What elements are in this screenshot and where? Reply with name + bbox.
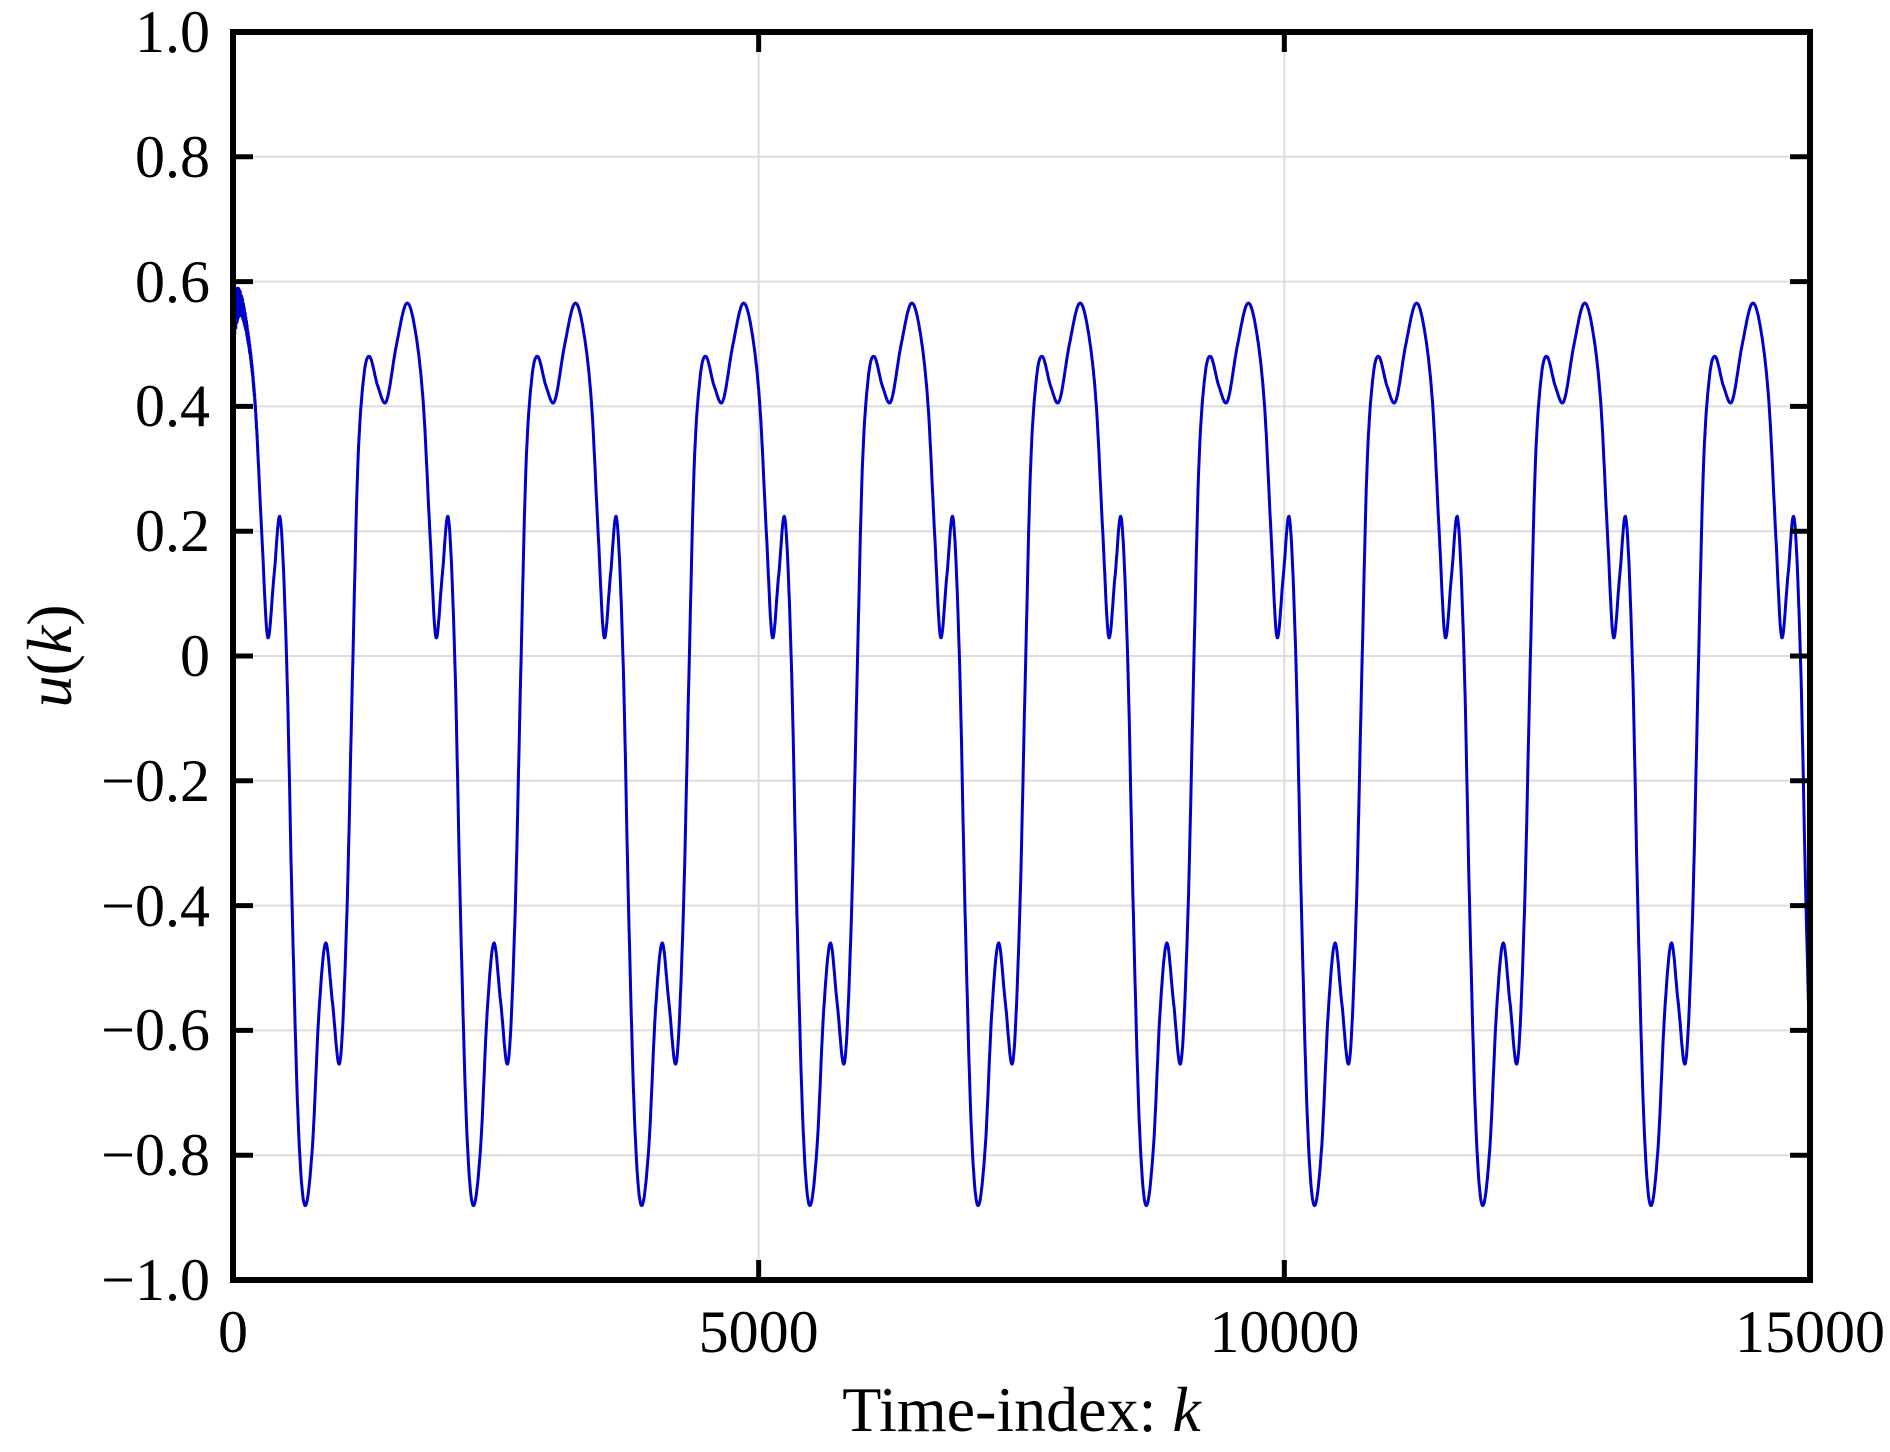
x-axis-title: Time-index: k (842, 1378, 1201, 1442)
grid-lines (233, 32, 1810, 1280)
x-tick-label: 10000 (1209, 1299, 1360, 1365)
y-tick-label: 0.8 (135, 123, 210, 190)
y-tick-label: −1.0 (101, 1247, 210, 1313)
y-tick-label: −0.2 (101, 747, 210, 814)
tick-marks (233, 32, 1810, 1280)
y-tick-label: −0.6 (101, 997, 210, 1064)
y-tick-label: −0.4 (101, 872, 210, 939)
x-axis-title-text: Time-index: (842, 1374, 1173, 1445)
x-axis-title-var: k (1172, 1374, 1201, 1445)
y-tick-label: 0.6 (135, 248, 210, 315)
y-tick-label: 0.2 (135, 498, 210, 565)
y-axis-title-var2: k (14, 625, 85, 655)
y-tick-label: −0.8 (101, 1122, 210, 1189)
x-tick-label: 5000 (698, 1299, 819, 1365)
signal-line (231, 286, 1812, 1208)
y-tick-label: 1.0 (135, 0, 210, 65)
x-tick-label: 0 (218, 1299, 248, 1365)
y-tick-label: 0 (180, 623, 210, 689)
y-axis-title-var1: u (14, 675, 85, 708)
y-axis-title: u(k) (14, 604, 85, 708)
x-tick-label: 15000 (1735, 1299, 1885, 1365)
y-tick-label: 0.4 (135, 373, 210, 440)
